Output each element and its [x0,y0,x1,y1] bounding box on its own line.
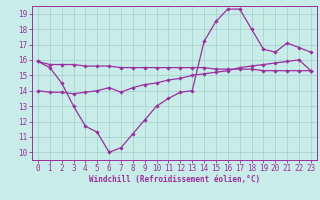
X-axis label: Windchill (Refroidissement éolien,°C): Windchill (Refroidissement éolien,°C) [89,175,260,184]
